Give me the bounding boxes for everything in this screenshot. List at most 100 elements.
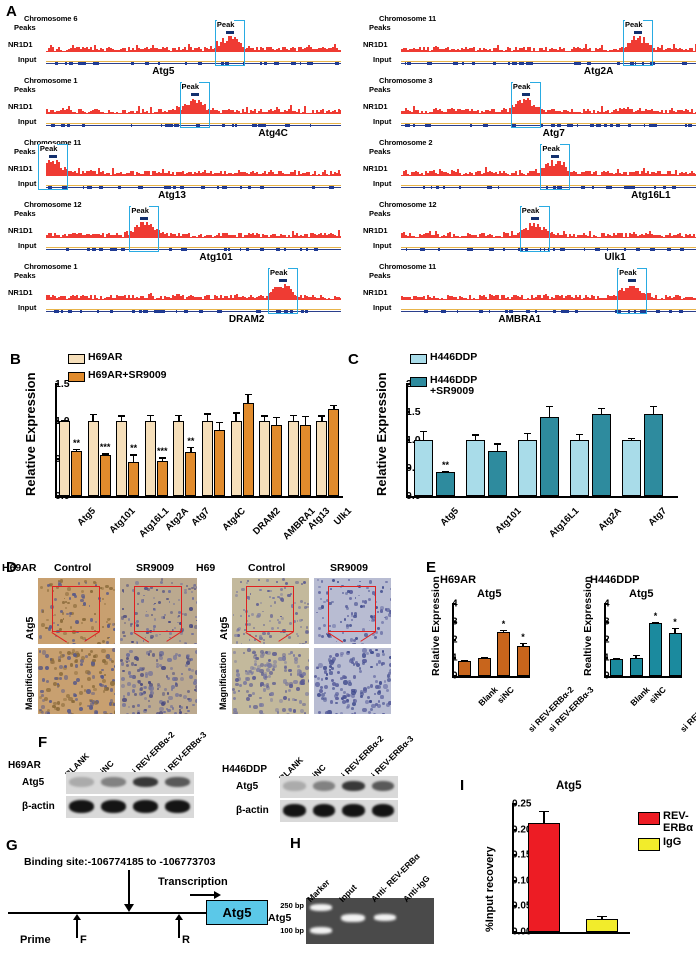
gel-marker-label: 100 bp xyxy=(280,926,304,935)
genome-track-ambra1: Chromosome 11 Peaks NR1D1 Input Peak AMBRA1 xyxy=(363,262,696,325)
nr1d1-label: NR1D1 xyxy=(8,102,33,111)
nr1d1-label: NR1D1 xyxy=(363,226,388,235)
ihc-image-h69-control-1 xyxy=(232,648,309,714)
panel-letter-i: I xyxy=(460,777,465,794)
peaks-label: Peaks xyxy=(369,23,391,32)
x-tick-label: Atg16L1 xyxy=(547,505,582,540)
genome-track-ulk1: Chromosome 12 Peaks NR1D1 Input Peak Ulk1 xyxy=(363,200,696,263)
chromosome-label: Chromosome 11 xyxy=(24,138,82,147)
legend-label-1: H69AR+SR9009 xyxy=(88,369,167,381)
peaks-label: Peaks xyxy=(369,85,391,94)
bar-ulk1-1 xyxy=(328,409,340,496)
peak-label: Peak xyxy=(542,144,560,153)
legend-swatch-1 xyxy=(638,838,660,851)
nr1d1-label: NR1D1 xyxy=(8,226,33,235)
chromosome-label: Chromosome 6 xyxy=(24,14,78,23)
bar-atg101-1 xyxy=(488,451,507,496)
ihc-image-h69-sr9009-1 xyxy=(314,648,391,714)
nr1d1-label: NR1D1 xyxy=(8,40,33,49)
panel-c-chart: 0.00.51.01.52.0Relative Expression**Atg5… xyxy=(348,351,696,562)
blot-strip-Atg5 xyxy=(66,772,194,794)
peaks-label: Peaks xyxy=(14,209,36,218)
chart-subtitle: H69AR xyxy=(440,574,477,586)
ihc-image-h69-sr9009-0 xyxy=(314,578,391,644)
chromosome-label: Chromosome 3 xyxy=(379,76,433,85)
gene-name: Atg13 xyxy=(158,190,186,201)
blot-cellline-label: H69AR xyxy=(8,760,41,771)
nr1d1-signal xyxy=(401,36,696,52)
panel-letter-d: D xyxy=(6,559,17,576)
nr1d1-signal xyxy=(401,160,696,176)
input-label: Input xyxy=(18,117,37,126)
bar-3 xyxy=(668,633,682,676)
significance-marker: * xyxy=(521,632,525,643)
nr1d1-label: NR1D1 xyxy=(363,164,388,173)
panel-letter-f: F xyxy=(38,734,48,751)
bar-atg7-1 xyxy=(185,451,197,496)
nr1d1-signal xyxy=(46,284,341,300)
gene-model-line xyxy=(401,62,696,65)
bar-atg13-1 xyxy=(299,425,311,496)
x-tick-label: Atg101 xyxy=(493,505,524,536)
atg5-gene-box: Atg5 xyxy=(206,900,268,925)
legend-label-1: H446DDP +SR9009 xyxy=(430,374,478,398)
bar-2 xyxy=(649,623,662,676)
gene-name: Atg2A xyxy=(583,66,614,77)
chart-subtitle: H446DDP xyxy=(590,574,640,586)
ihc-image-h69ar-control-0 xyxy=(38,578,115,644)
gene-model-line xyxy=(46,310,341,313)
bar-atg7-0 xyxy=(622,440,641,496)
peaks-label: Peaks xyxy=(14,85,36,94)
gene-model-line xyxy=(46,186,341,189)
x-tick-label: siNC xyxy=(646,684,668,706)
gene-name: Atg4C xyxy=(258,128,288,139)
blot-strip-Atg5 xyxy=(280,776,398,798)
gene-name: AMBRA1 xyxy=(498,314,542,325)
significance-marker: ** xyxy=(187,435,195,446)
nr1d1-signal xyxy=(46,36,341,52)
legend-label-0: H69AR xyxy=(88,351,123,363)
gene-model-line xyxy=(46,62,341,65)
nr1d1-label: NR1D1 xyxy=(8,164,33,173)
gene-model-line xyxy=(401,310,696,313)
chromosome-label: Chromosome 1 xyxy=(24,76,78,85)
bar-atg16l1-1 xyxy=(540,417,559,496)
bar-1 xyxy=(629,658,643,676)
binding-site-label: Binding site:-106774185 to -106773703 xyxy=(24,856,216,868)
peak-label: Peak xyxy=(39,144,58,153)
ihc-zoom-region xyxy=(134,586,182,632)
nr1d1-signal xyxy=(46,98,341,114)
genome-track-atg5: Chromosome 6 Peaks NR1D1 Input Peak Atg5 xyxy=(8,14,341,77)
significance-marker: ** xyxy=(72,437,81,448)
ihc-row-label-magnification: Magnification xyxy=(218,652,228,710)
y-axis-label: Realtive Expression xyxy=(582,576,594,676)
x-tick-label: DRAM2 xyxy=(250,505,283,538)
input-label: Input xyxy=(18,179,37,188)
input-label: Input xyxy=(373,117,392,126)
bar-ulk1-0 xyxy=(316,421,328,496)
significance-marker: ** xyxy=(130,443,138,454)
bar-atg5-0 xyxy=(59,421,70,496)
bar-atg101-0 xyxy=(466,440,485,496)
gene-name: Atg7 xyxy=(542,128,565,139)
peaks-label: Peaks xyxy=(14,271,36,280)
bar-atg4c-0 xyxy=(202,421,213,496)
legend-swatch-0 xyxy=(410,354,427,364)
gene-name: Atg101 xyxy=(199,252,233,263)
bar-atg5-1 xyxy=(71,451,82,496)
ihc-condition-label: SR9009 xyxy=(330,562,368,574)
ihc-cellline-label: H69 xyxy=(196,562,216,574)
peaks-label: Peaks xyxy=(369,209,391,218)
panel-letter-b: B xyxy=(10,351,21,368)
ihc-condition-label: Control xyxy=(54,562,92,574)
bar-atg7-0 xyxy=(173,421,185,496)
genome-track-dram2: Chromosome 1 Peaks NR1D1 Input Peak DRAM2 xyxy=(8,262,341,325)
chromosome-label: Chromosome 12 xyxy=(24,200,82,209)
significance-marker: * xyxy=(653,610,658,621)
bar-atg2a-0 xyxy=(570,440,589,496)
nr1d1-label: NR1D1 xyxy=(363,288,388,297)
panel-letter-a: A xyxy=(6,3,17,20)
blot-row-label: β-actin xyxy=(22,801,55,812)
ihc-cellline-label: H69AR xyxy=(2,562,37,574)
x-tick-label: Atg2A xyxy=(596,505,624,534)
